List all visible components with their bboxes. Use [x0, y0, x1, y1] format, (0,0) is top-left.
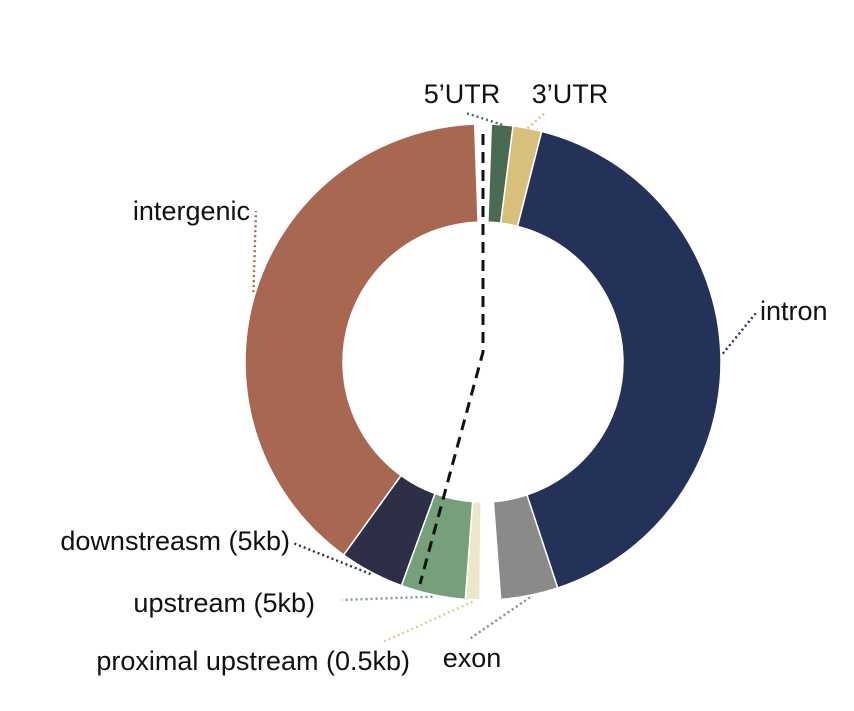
label-downstreasm-5kb: downstreasm (5kb)	[60, 526, 290, 556]
leader-line-exon	[467, 596, 531, 641]
leader-line-3utr	[526, 112, 546, 130]
label-intergenic: intergenic	[133, 196, 250, 226]
label-5utr: 5’UTR	[424, 79, 501, 109]
slice-exon	[492, 493, 559, 601]
leader-line-intron	[721, 312, 757, 355]
label-proximal-upstream-0-5kb: proximal upstream (0.5kb)	[96, 646, 410, 676]
genic-divider-line	[418, 134, 485, 585]
slice-intergenic	[244, 123, 479, 556]
leader-line-intergenic	[252, 210, 258, 293]
label-intron: intron	[760, 296, 828, 326]
leader-line-proximal-upstream-0-5kb	[382, 600, 474, 644]
leader-line-5utr	[465, 111, 503, 126]
leader-line-downstreasm-5kb	[292, 541, 371, 576]
label-exon: exon	[443, 643, 502, 673]
leader-line-upstream-5kb	[341, 595, 433, 602]
slice-intron	[516, 130, 722, 589]
label-upstream-5kb: upstream (5kb)	[133, 588, 315, 618]
label-3utr: 3’UTR	[532, 79, 609, 109]
